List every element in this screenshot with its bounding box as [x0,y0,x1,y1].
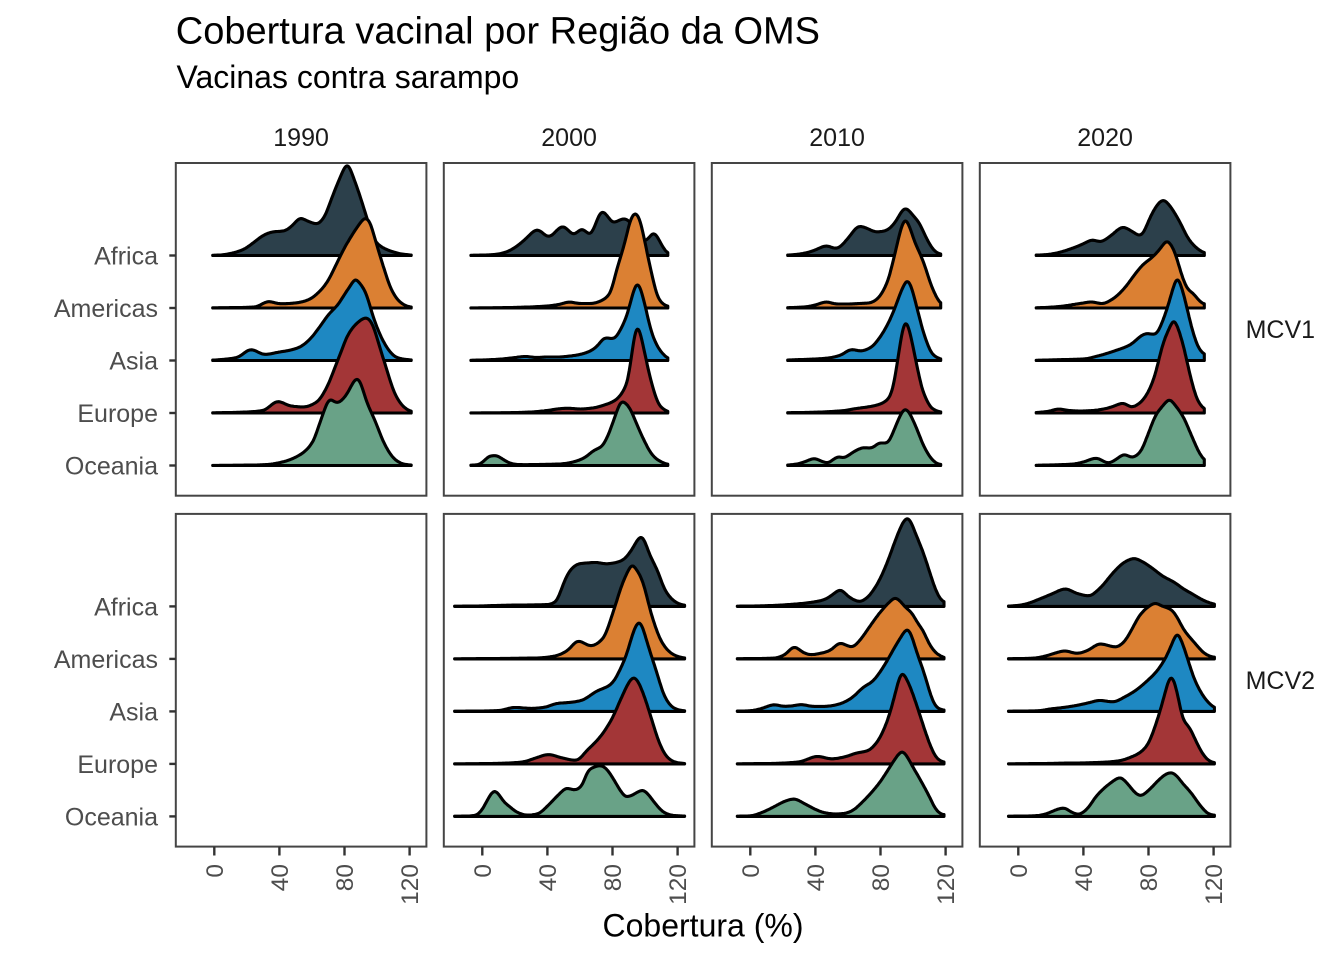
svg-text:80: 80 [332,864,359,891]
svg-text:2010: 2010 [809,124,865,152]
svg-text:Americas: Americas [54,646,158,674]
svg-text:MCV1: MCV1 [1246,316,1315,344]
svg-text:120: 120 [933,864,960,905]
svg-text:Asia: Asia [109,348,158,376]
svg-text:80: 80 [600,864,627,891]
svg-text:120: 120 [665,864,692,905]
svg-text:Americas: Americas [54,295,158,323]
svg-text:80: 80 [868,864,895,891]
svg-text:120: 120 [1201,864,1228,905]
svg-text:Oceania: Oceania [65,803,158,831]
svg-text:Cobertura (%): Cobertura (%) [603,908,804,944]
svg-text:Europe: Europe [77,751,158,779]
svg-text:80: 80 [1136,864,1163,891]
svg-text:Africa: Africa [94,243,158,271]
svg-text:0: 0 [1006,864,1033,878]
svg-text:40: 40 [267,864,294,891]
svg-text:Cobertura vacinal por Região d: Cobertura vacinal por Região da OMS [176,11,820,53]
svg-text:Europe: Europe [77,400,158,428]
svg-text:40: 40 [1071,864,1098,891]
svg-text:Vacinas contra sarampo: Vacinas contra sarampo [177,59,520,95]
svg-text:0: 0 [202,864,229,878]
svg-text:120: 120 [397,864,424,905]
svg-text:MCV2: MCV2 [1246,667,1315,695]
svg-text:2020: 2020 [1077,124,1133,152]
svg-text:40: 40 [803,864,830,891]
svg-text:Asia: Asia [109,698,158,726]
svg-text:0: 0 [738,864,765,878]
svg-text:Africa: Africa [94,593,158,621]
svg-text:2000: 2000 [541,124,597,152]
svg-text:Oceania: Oceania [65,453,158,481]
svg-text:0: 0 [470,864,497,878]
svg-text:1990: 1990 [273,124,329,152]
svg-text:40: 40 [535,864,562,891]
